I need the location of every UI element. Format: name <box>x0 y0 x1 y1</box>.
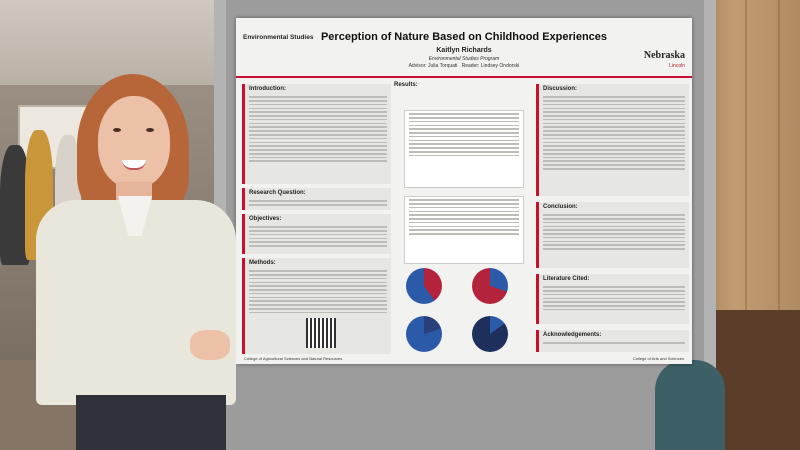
poster-author: Kaitlyn Richards <box>436 47 492 54</box>
objectives-section: Objectives: <box>242 214 391 254</box>
poster-advisor: Advisor: Julia Torquati Reader: Lindsey … <box>408 63 520 69</box>
introduction-section: Introduction: <box>242 84 391 184</box>
university-logo: Nebraska <box>643 50 685 61</box>
qr-code <box>306 318 336 348</box>
results-table-1 <box>404 110 524 188</box>
pie-chart <box>406 316 442 352</box>
pie-chart <box>472 268 508 304</box>
presenter-hand <box>190 330 230 360</box>
footer-left: College of Agricultural Sciences and Nat… <box>244 356 343 361</box>
footer-right: College of Arts and Sciences <box>632 356 684 361</box>
chair <box>655 360 725 450</box>
university-logo-sub: Lincoln <box>669 63 685 69</box>
pie-chart <box>472 316 508 352</box>
results-table-2 <box>404 196 524 264</box>
pie-chart <box>406 268 442 304</box>
literature-section: Literature Cited: <box>536 274 689 324</box>
discussion-section: Discussion: <box>536 84 689 196</box>
conclusion-section: Conclusion: <box>536 202 689 268</box>
acknowledgements-section: Acknowledgements: <box>536 330 689 352</box>
presenter-eye <box>113 128 121 132</box>
research-question-section: Research Question: <box>242 188 391 210</box>
presenter-face <box>98 96 170 188</box>
presenter-pants <box>76 395 226 450</box>
poster-program: Environmental Studies Program <box>428 56 500 62</box>
hall-ceiling <box>0 0 240 85</box>
presenter-smile <box>122 160 146 170</box>
results-heading: Results: <box>394 82 418 88</box>
poster-title: Perception of Nature Based on Childhood … <box>320 31 608 43</box>
presenter-eye <box>146 128 154 132</box>
program-logo: Environmental Studies <box>243 34 314 41</box>
research-poster: Environmental Studies Perception of Natu… <box>236 18 692 364</box>
header-divider <box>236 76 692 78</box>
